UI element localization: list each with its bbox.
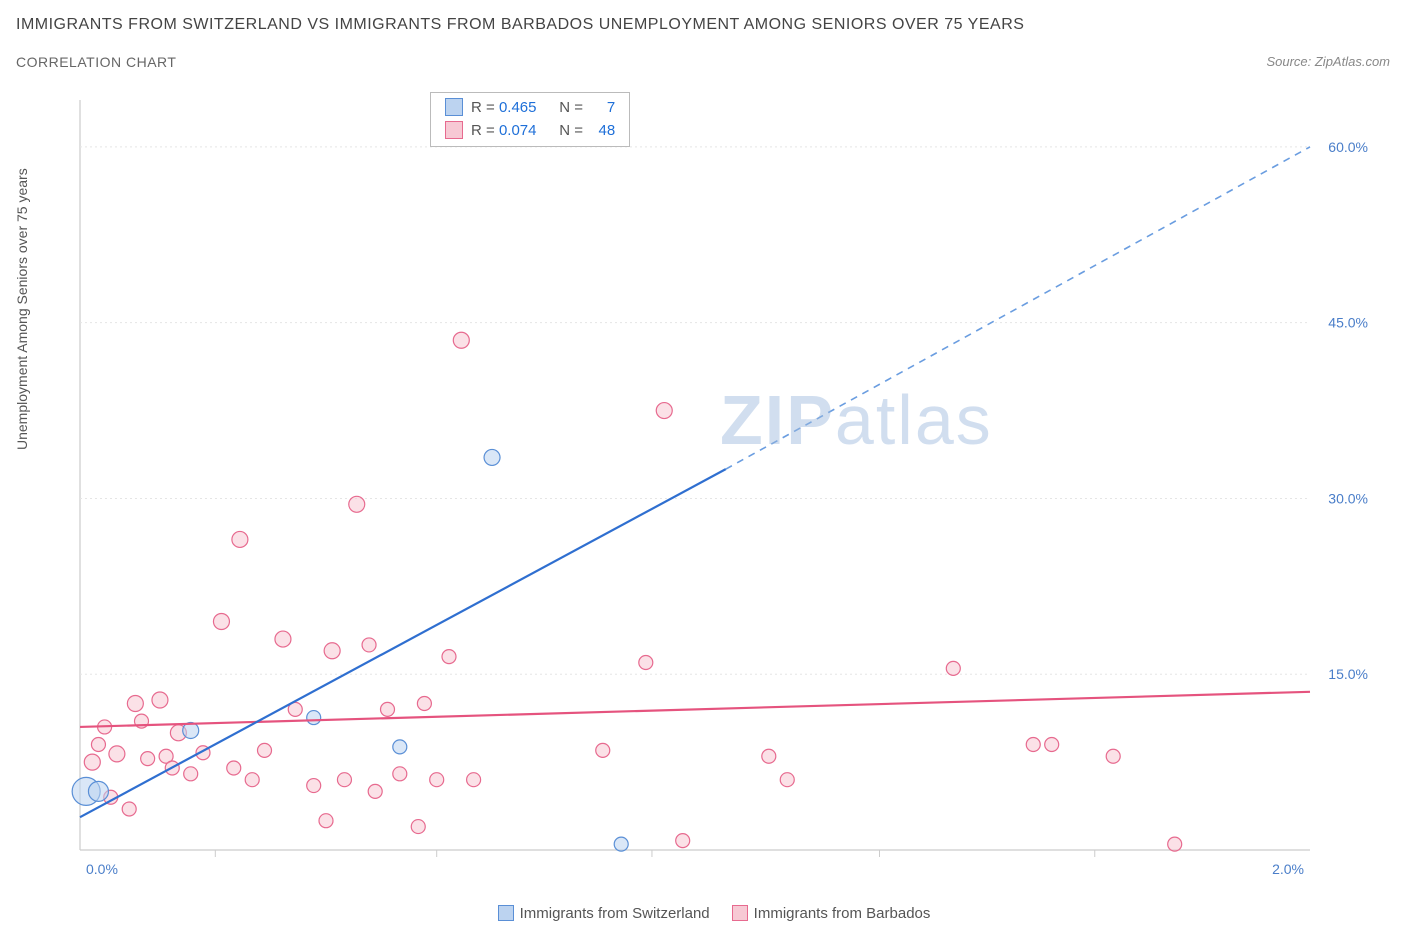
barbados-point (780, 773, 794, 787)
switzerland-legend-label: Immigrants from Switzerland (520, 905, 710, 922)
barbados-point (141, 752, 155, 766)
barbados-point (762, 749, 776, 763)
r-label: R = (471, 99, 499, 116)
r-value: 0.074 (499, 120, 551, 143)
barbados-point (1106, 749, 1120, 763)
page-subtitle: CORRELATION CHART (16, 54, 176, 70)
barbados-point (227, 761, 241, 775)
barbados-point (676, 834, 690, 848)
x-tick-label: 2.0% (1272, 861, 1304, 877)
switzerland-swatch-icon (445, 98, 463, 116)
barbados-point (362, 638, 376, 652)
scatter-plot: 15.0% 30.0% 45.0% 60.0% 0.0% 2.0% (70, 90, 1380, 880)
switzerland-point (88, 781, 108, 801)
barbados-point (122, 802, 136, 816)
barbados-point (1045, 738, 1059, 752)
n-value: 48 (587, 120, 615, 143)
barbados-point (417, 697, 431, 711)
barbados-point (467, 773, 481, 787)
barbados-point (411, 820, 425, 834)
barbados-point (453, 332, 469, 348)
y-axis-label: Unemployment Among Seniors over 75 years (14, 168, 30, 450)
correlation-stats-box: R = 0.465 N = 7R = 0.074 N = 48 (430, 92, 630, 147)
barbados-point (1026, 738, 1040, 752)
barbados-point (307, 779, 321, 793)
barbados-point (368, 784, 382, 798)
barbados-point (324, 643, 340, 659)
barbados-point (213, 613, 229, 629)
page-title: IMMIGRANTS FROM SWITZERLAND VS IMMIGRANT… (16, 16, 1024, 34)
stats-row-barbados: R = 0.074 N = 48 (445, 120, 615, 143)
barbados-point (258, 743, 272, 757)
barbados-point (232, 531, 248, 547)
r-label: R = (471, 122, 499, 139)
footer-legend: Immigrants from Switzerland Immigrants fr… (0, 905, 1406, 922)
barbados-point (656, 403, 672, 419)
y-tick-label: 30.0% (1328, 490, 1368, 506)
barbados-point (109, 746, 125, 762)
barbados-point (152, 692, 168, 708)
switzerland-point (484, 449, 500, 465)
chart-svg: 15.0% 30.0% 45.0% 60.0% 0.0% 2.0% (70, 90, 1380, 880)
switzerland-point (393, 740, 407, 754)
source-label: Source: ZipAtlas.com (1266, 54, 1390, 69)
barbados-point (393, 767, 407, 781)
n-value: 7 (587, 97, 615, 120)
barbados-legend-swatch-icon (732, 905, 748, 921)
barbados-point (381, 702, 395, 716)
barbados-point (245, 773, 259, 787)
barbados-point (91, 738, 105, 752)
switzerland-point (614, 837, 628, 851)
n-label: N = (559, 122, 587, 139)
barbados-point (596, 743, 610, 757)
y-tick-label: 45.0% (1328, 315, 1368, 331)
barbados-legend-label: Immigrants from Barbados (754, 905, 931, 922)
switzerland-legend-swatch-icon (498, 905, 514, 921)
barbados-point (1168, 837, 1182, 851)
barbados-point (127, 696, 143, 712)
y-tick-label: 15.0% (1328, 666, 1368, 682)
barbados-point (639, 656, 653, 670)
barbados-point (319, 814, 333, 828)
barbados-point (349, 496, 365, 512)
n-label: N = (559, 99, 587, 116)
barbados-point (442, 650, 456, 664)
barbados-point (184, 767, 198, 781)
r-value: 0.465 (499, 97, 551, 120)
barbados-point (84, 754, 100, 770)
switzerland-point (307, 711, 321, 725)
x-tick-label: 0.0% (86, 861, 118, 877)
barbados-swatch-icon (445, 121, 463, 139)
barbados-point (430, 773, 444, 787)
stats-row-switzerland: R = 0.465 N = 7 (445, 97, 615, 120)
barbados-point (337, 773, 351, 787)
barbados-point (946, 661, 960, 675)
barbados-point (275, 631, 291, 647)
y-tick-label: 60.0% (1328, 139, 1368, 155)
